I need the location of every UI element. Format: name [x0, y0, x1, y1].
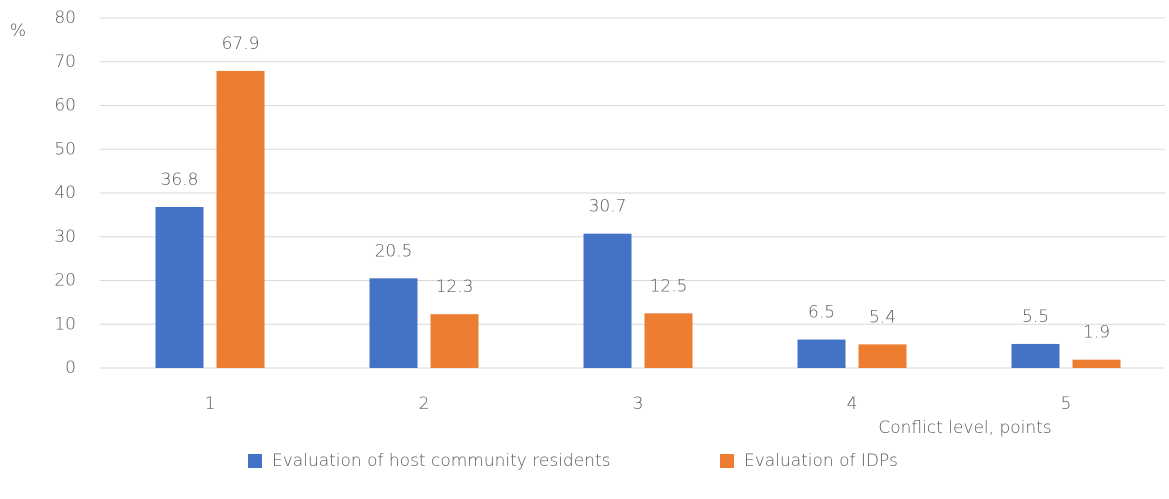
data-label: 6.5: [808, 303, 835, 323]
bar: [216, 70, 265, 368]
legend-label: Evaluation of IDPs: [744, 451, 898, 471]
bar: [155, 207, 204, 368]
x-tick-label: 4: [847, 394, 858, 414]
data-label: 67.9: [222, 34, 260, 54]
bar: [1011, 343, 1060, 368]
data-label: 20.5: [375, 241, 413, 261]
bar: [1072, 359, 1121, 368]
data-label: 30.7: [589, 197, 627, 217]
bar: [430, 314, 479, 368]
y-tick-label: 70: [54, 52, 76, 72]
bar: [858, 344, 907, 368]
y-tick-label: 20: [54, 271, 76, 291]
y-tick-label: 50: [54, 139, 76, 159]
bar: [797, 339, 846, 368]
data-label: 12.3: [436, 277, 474, 297]
y-tick-label: 80: [54, 8, 76, 28]
legend-label: Evaluation of host community residents: [272, 451, 610, 471]
y-tick-label: 60: [54, 96, 76, 116]
data-label: 36.8: [161, 170, 199, 190]
data-label: 12.5: [650, 276, 688, 296]
bar: [644, 313, 693, 368]
x-tick-label: 5: [1061, 394, 1072, 414]
bar: [583, 233, 632, 368]
data-label: 1.9: [1083, 323, 1110, 343]
x-axis-label: Conflict level, points: [878, 418, 1051, 438]
x-tick-label: 1: [205, 394, 216, 414]
bar: [369, 278, 418, 368]
legend-swatch: [720, 454, 734, 468]
x-tick-label: 3: [633, 394, 644, 414]
data-label: 5.4: [869, 307, 896, 327]
y-tick-label: 10: [54, 314, 76, 334]
y-axis-label: %: [10, 21, 26, 41]
legend-swatch: [248, 454, 262, 468]
y-tick-label: 0: [65, 358, 76, 378]
x-tick-label: 2: [419, 394, 430, 414]
y-tick-label: 40: [54, 183, 76, 203]
y-tick-label: 30: [54, 227, 76, 247]
data-label: 5.5: [1022, 307, 1049, 327]
